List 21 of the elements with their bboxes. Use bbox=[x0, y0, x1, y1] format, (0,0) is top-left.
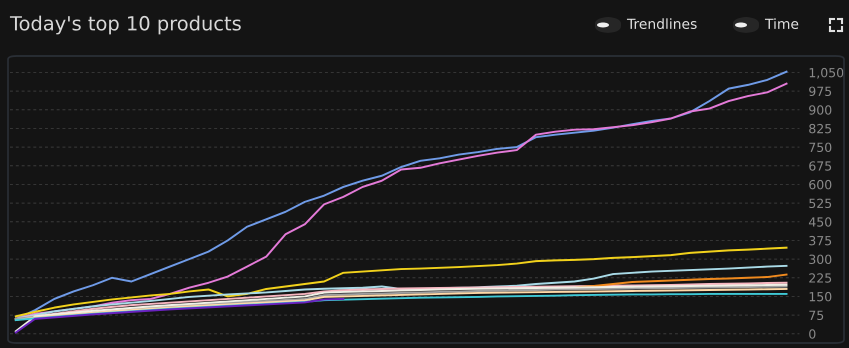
y-tick-label: 300 bbox=[809, 254, 832, 264]
chart-title: Today's top 10 products bbox=[10, 16, 241, 34]
line-series bbox=[14, 284, 788, 332]
line-series bbox=[14, 298, 344, 334]
text: Trendlines bbox=[626, 18, 697, 30]
y-tick-label: 975 bbox=[809, 86, 832, 96]
y-tick-label: 450 bbox=[808, 217, 832, 227]
y-tick-label: 675 bbox=[809, 161, 832, 171]
y-tick-label: 600 bbox=[809, 180, 832, 190]
y-tick-label: 150 bbox=[810, 292, 832, 302]
y-tick-label: 375 bbox=[809, 236, 832, 246]
y-tick-label: 1,050 bbox=[810, 68, 844, 79]
y-tick-label: 525 bbox=[809, 198, 832, 208]
line-series bbox=[14, 246, 788, 318]
y-tick-label: 0 bbox=[809, 329, 816, 339]
y-tick-label: 900 bbox=[809, 105, 832, 115]
y-tick-label: 225 bbox=[809, 273, 832, 283]
y-tick-label: 75 bbox=[809, 310, 824, 320]
y-tick-label: 825 bbox=[809, 124, 832, 134]
text: Time bbox=[764, 18, 798, 30]
y-tick-label: 750 bbox=[809, 142, 832, 152]
